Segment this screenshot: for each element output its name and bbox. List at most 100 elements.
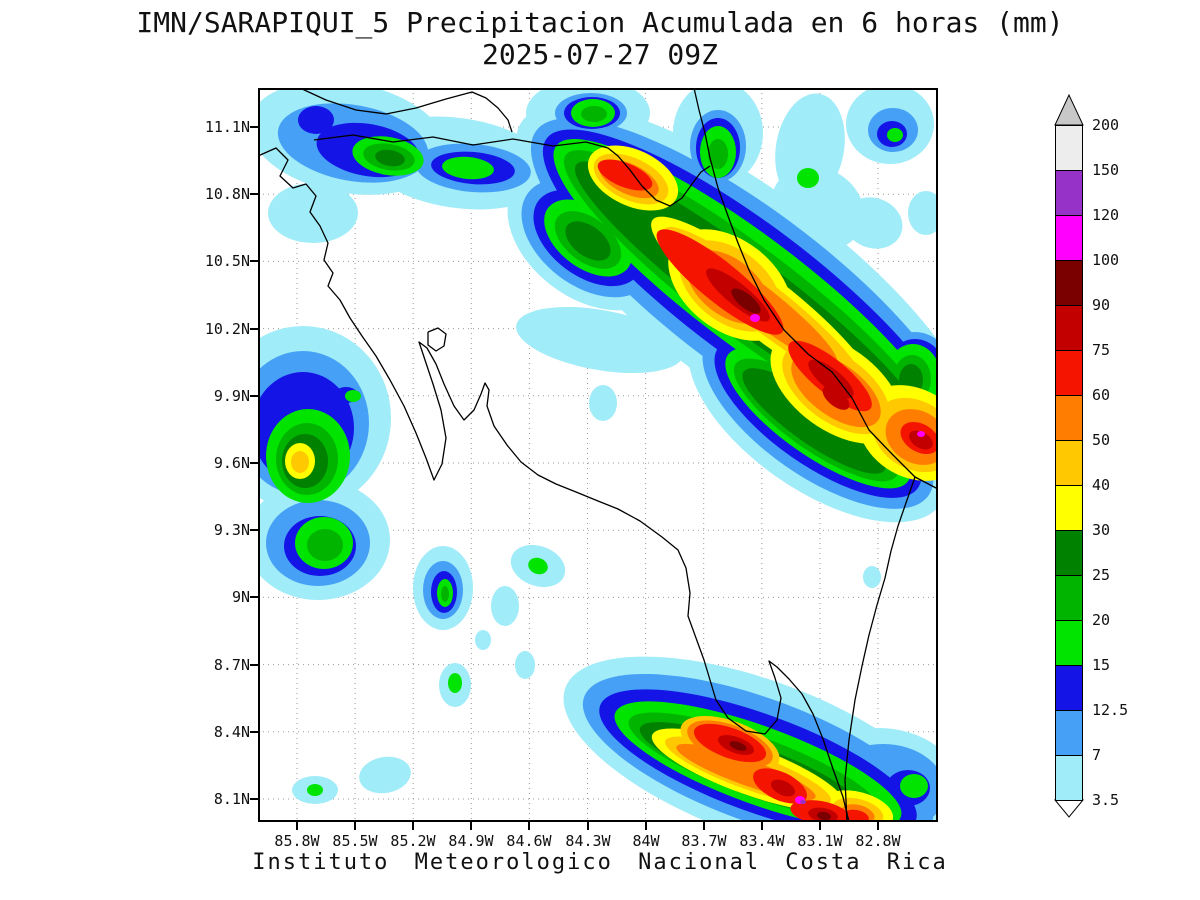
map-frame [258,88,938,822]
lat-tick-label: 9N [231,588,250,606]
lon-tick [296,822,298,830]
coastline [427,327,447,352]
precip-blob-dred [808,359,854,399]
precip-blob-green1 [442,156,494,180]
precip-blob-cyan [863,566,881,588]
colorbar-label: 3.5 [1092,791,1120,809]
lat-tick-label: 8.7N [213,656,250,674]
colorbar-arrow-bottom [1053,799,1085,818]
lat-tick-label: 9.3N [213,521,250,539]
colorbar-segment [1056,531,1082,576]
lat-tick [250,798,258,800]
lon-tick-label: 82.8W [855,832,901,850]
precip-blob-cyan [516,306,684,374]
precip-blob-green1 [887,128,903,142]
colorbar-label: 60 [1092,386,1111,404]
precip-blob-green2 [441,586,449,602]
colorbar-label: 50 [1092,431,1111,449]
coastline [299,88,513,133]
colorbar-segment [1056,216,1082,261]
colorbar-label: 12.5 [1092,701,1129,719]
coastline [258,147,850,822]
colorbar-label: 75 [1092,341,1111,359]
lon-tick-label: 84.9W [448,832,494,850]
lon-tick-label: 85.2W [390,832,436,850]
precip-blob-green3 [565,221,611,261]
precip-blob-magenta [750,314,760,322]
precip-blob-cyan [475,630,491,650]
lon-tick-label: 84.3W [565,832,611,850]
precip-blob-green1 [448,673,462,693]
colorbar-label: 150 [1092,161,1120,179]
footer-caption: Instituto Meteorologico Nacional Costa R… [252,850,948,875]
colorbar-label: 90 [1092,296,1111,314]
colorbar-arrow-top [1054,93,1084,126]
colorbar-segment [1056,756,1082,801]
precip-blob-green1 [345,390,361,402]
colorbar-segments [1055,125,1083,801]
lat-tick [250,260,258,263]
lon-tick [412,822,415,830]
precip-blob-green3 [375,149,405,167]
colorbar-segment [1056,396,1082,441]
precip-blob-green1 [797,168,819,188]
lat-tick [250,462,258,464]
colorbar-label: 40 [1092,476,1111,494]
lon-tick-label: 85.5W [332,832,378,850]
lat-tick-label: 10.2N [204,320,250,338]
map-canvas [258,88,938,822]
coastline [844,476,916,822]
precip-blob-purple [800,800,806,804]
lat-tick-label: 9.6N [213,454,250,472]
chart-title: IMN/SARAPIQUI_5 Precipitacion Acumulada … [136,6,1064,39]
precip-blob-green1 [307,784,323,796]
map-plot [258,88,938,822]
lat-tick [250,193,258,196]
colorbar-label: 200 [1092,116,1120,134]
lon-tick-label: 85.8W [274,832,320,850]
colorbar-segment [1056,666,1082,711]
colorbar-segment [1056,576,1082,621]
lat-tick-label: 11.1N [204,118,250,136]
colorbar-segment [1056,351,1082,396]
colorbar-label: 120 [1092,206,1120,224]
colorbar-segment [1056,126,1082,171]
colorbar-segment [1056,486,1082,531]
lon-tick [702,822,705,830]
lat-tick-label: 8.1N [213,790,250,808]
lon-tick [354,822,357,830]
lon-tick-label: 83.1W [797,832,843,850]
lat-tick-label: 10.8N [204,185,250,203]
lon-tick-label: 84.6W [506,832,552,850]
lon-tick [470,822,473,830]
lat-tick [250,126,258,128]
lat-tick-label: 10.5N [204,252,250,270]
lon-tick [644,822,647,830]
colorbar-segment [1056,441,1082,486]
precip-blob-maroon [729,741,747,751]
precip-blob-green2 [307,529,343,561]
colorbar-segment [1056,621,1082,666]
colorbar-label: 7 [1092,746,1102,764]
precip-blob-gold [291,451,309,473]
precip-blob-green1 [900,774,928,798]
colorbar-segment [1056,171,1082,216]
precip-blob-magenta [917,431,925,437]
lon-tick-label: 83.4W [739,832,785,850]
precip-blob-dblue [298,106,334,134]
coastline [693,88,938,490]
colorbar-segment [1056,261,1082,306]
precip-blob-cyan [908,191,938,235]
precip-blob-cyan [515,651,535,679]
lat-tick [250,327,258,330]
precip-blob-cyan [359,756,411,794]
precip-blob-dred [770,779,796,797]
chart-subtitle: 2025-07-27 09Z [481,38,718,71]
lon-tick [760,822,763,830]
colorbar-label: 15 [1092,656,1111,674]
precip-blob-dred [822,386,850,410]
precip-blob-maroon [817,811,831,821]
lat-tick-label: 8.4N [213,723,250,741]
precip-blob-green2 [708,139,728,169]
